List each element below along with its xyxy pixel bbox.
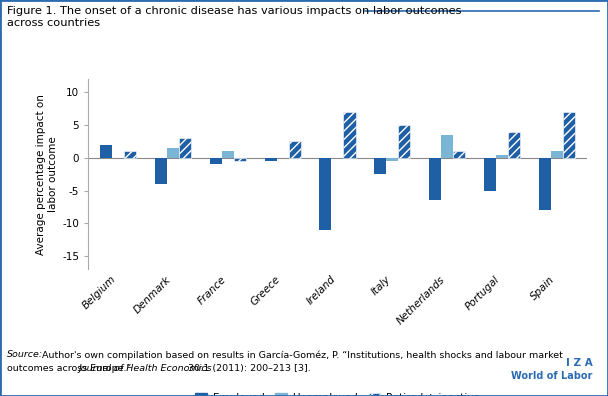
Bar [484,158,496,190]
Bar [344,112,356,158]
Bar [222,151,234,158]
Text: Journal of Health Economics: Journal of Health Economics [79,364,213,373]
Bar [562,112,575,158]
Bar [496,154,508,158]
Bar [398,125,410,158]
Bar [124,151,136,158]
Bar [551,151,562,158]
Bar [508,131,520,158]
Y-axis label: Average percentage impact on
labor outcome: Average percentage impact on labor outco… [35,94,58,255]
Text: Source:: Source: [7,350,43,360]
Bar [234,158,246,161]
Text: I Z A: I Z A [566,358,593,368]
Text: across countries: across countries [7,18,100,28]
Text: 30:1 (2011): 200–213 [3].: 30:1 (2011): 200–213 [3]. [185,364,311,373]
Bar [319,158,331,230]
Text: World of Labor: World of Labor [511,371,593,381]
Text: outcomes across Europe.”: outcomes across Europe.” [7,364,134,373]
Bar [210,158,222,164]
Bar [179,138,191,158]
Text: Figure 1. The onset of a chronic disease has various impacts on labor outcomes: Figure 1. The onset of a chronic disease… [7,6,462,16]
Bar [429,158,441,200]
Bar [453,151,465,158]
Bar [374,158,386,174]
Bar [539,158,551,210]
Bar [264,158,277,161]
Bar [289,141,301,158]
Bar [100,145,112,158]
Bar [167,148,179,158]
Bar [441,135,453,158]
Bar [386,158,398,161]
Text: Author's own compilation based on results in García-Goméz, P. “Institutions, hea: Author's own compilation based on result… [39,350,563,360]
Bar [155,158,167,184]
Legend: Employed, Unemployed, Retired + inactive: Employed, Unemployed, Retired + inactive [191,388,484,396]
